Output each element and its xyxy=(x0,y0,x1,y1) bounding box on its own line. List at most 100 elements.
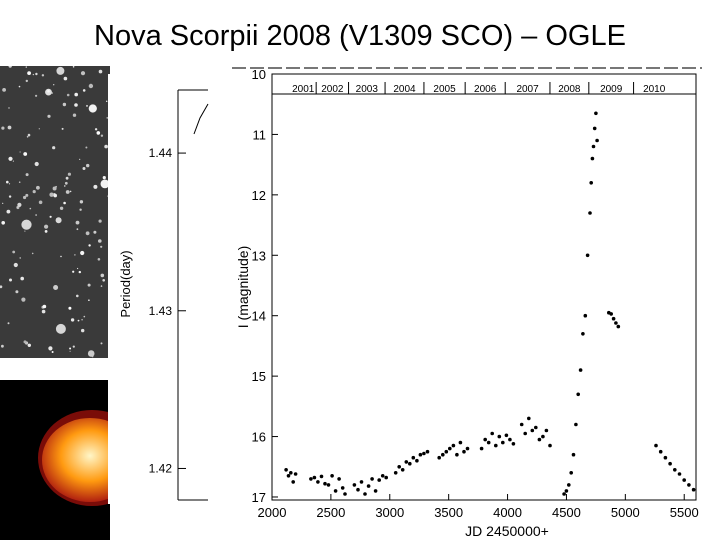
data-point xyxy=(494,443,498,448)
data-point xyxy=(668,461,672,466)
star-dot xyxy=(65,190,70,194)
star-dot xyxy=(48,346,53,351)
star-dot xyxy=(51,92,53,94)
star-dot xyxy=(100,342,103,345)
x-tick-label: 5000 xyxy=(611,505,640,520)
star-dot xyxy=(62,102,67,107)
data-point xyxy=(490,431,495,436)
data-point xyxy=(448,446,452,451)
data-point xyxy=(673,468,677,472)
data-point xyxy=(519,422,524,427)
star-dot xyxy=(1,221,5,225)
data-point xyxy=(319,474,324,479)
star-dot xyxy=(1,126,5,130)
star-dot xyxy=(61,127,64,130)
star-dot xyxy=(59,206,64,210)
star-dot xyxy=(100,245,103,248)
star-dot xyxy=(77,319,80,322)
data-point xyxy=(415,458,419,463)
period-trend-line xyxy=(193,103,209,135)
star-render-image xyxy=(0,380,110,540)
star-dot xyxy=(87,350,95,357)
star-field-svg xyxy=(0,66,110,358)
data-point xyxy=(567,483,571,487)
star-dot xyxy=(79,208,82,211)
light-curve-chart: 2001 2002 2003 2004 2005 2006 2007 2008 2009 2010… xyxy=(232,60,720,540)
star-dot xyxy=(32,73,35,76)
star-dot xyxy=(8,107,10,109)
data-point xyxy=(663,455,668,460)
star-dot xyxy=(69,347,72,350)
year-label: 2007 xyxy=(516,84,539,95)
data-point xyxy=(585,253,590,258)
data-point xyxy=(508,437,512,442)
year-label: 2004 xyxy=(393,84,416,95)
star-dot xyxy=(106,117,108,119)
star-dot xyxy=(51,351,54,353)
star-dot xyxy=(38,128,40,130)
data-point xyxy=(541,434,545,439)
star-dot xyxy=(72,113,77,117)
star-dot xyxy=(2,202,4,204)
star-dot xyxy=(53,285,59,290)
star-dot xyxy=(41,74,45,77)
star-dot xyxy=(86,104,88,107)
star-dot xyxy=(55,217,62,224)
star-dot xyxy=(23,340,27,344)
data-point xyxy=(400,468,405,472)
star-dot xyxy=(13,262,18,268)
star-dot xyxy=(7,322,10,325)
period-tick-label: 1.44 xyxy=(149,146,173,160)
star-dot xyxy=(35,72,38,76)
y-tick-label: 16 xyxy=(252,430,266,445)
data-point xyxy=(592,126,597,131)
data-point xyxy=(562,492,566,496)
star-dot xyxy=(98,219,102,223)
star-dot xyxy=(96,131,101,135)
y-tick-label: 17 xyxy=(252,490,266,505)
star-dot xyxy=(53,84,55,86)
star-dot xyxy=(47,114,51,118)
star-dot xyxy=(100,273,105,278)
data-point xyxy=(537,437,542,442)
star-dot xyxy=(2,88,6,92)
star-dot xyxy=(98,69,103,74)
data-point xyxy=(590,156,595,161)
data-point xyxy=(594,111,598,116)
year-label: 2003 xyxy=(356,84,379,95)
star-dot xyxy=(76,294,79,298)
data-point xyxy=(380,474,385,478)
data-point xyxy=(309,477,313,481)
year-label: 2009 xyxy=(600,84,623,95)
star-dot xyxy=(72,270,75,273)
data-point xyxy=(548,443,552,448)
data-point xyxy=(588,211,592,215)
star-dot xyxy=(74,92,78,97)
star-dot xyxy=(64,181,68,185)
star-dot xyxy=(25,79,28,83)
data-point xyxy=(497,434,502,439)
star-dot xyxy=(83,315,86,318)
star-dot xyxy=(38,200,43,205)
star-dot xyxy=(18,85,21,88)
star-dot xyxy=(100,134,104,137)
data-point xyxy=(658,449,663,454)
star-dot xyxy=(87,283,91,287)
data-point xyxy=(677,472,682,476)
data-point xyxy=(289,471,293,475)
star-dot xyxy=(85,231,90,236)
data-point xyxy=(363,492,367,496)
data-point xyxy=(574,422,578,427)
data-point xyxy=(393,471,398,475)
data-point xyxy=(578,368,583,372)
star-dot xyxy=(20,276,25,281)
star-dot xyxy=(19,257,21,259)
data-point xyxy=(316,480,320,484)
plot-frame xyxy=(271,73,697,501)
star-dot xyxy=(8,183,11,185)
year-label: 2008 xyxy=(558,84,581,95)
x-axis-ticks: 2000 2500 3000 3500 4000 4500 5000 5500 xyxy=(258,494,699,520)
data-point xyxy=(501,440,505,445)
data-point xyxy=(611,316,616,321)
star-dot xyxy=(100,179,110,189)
